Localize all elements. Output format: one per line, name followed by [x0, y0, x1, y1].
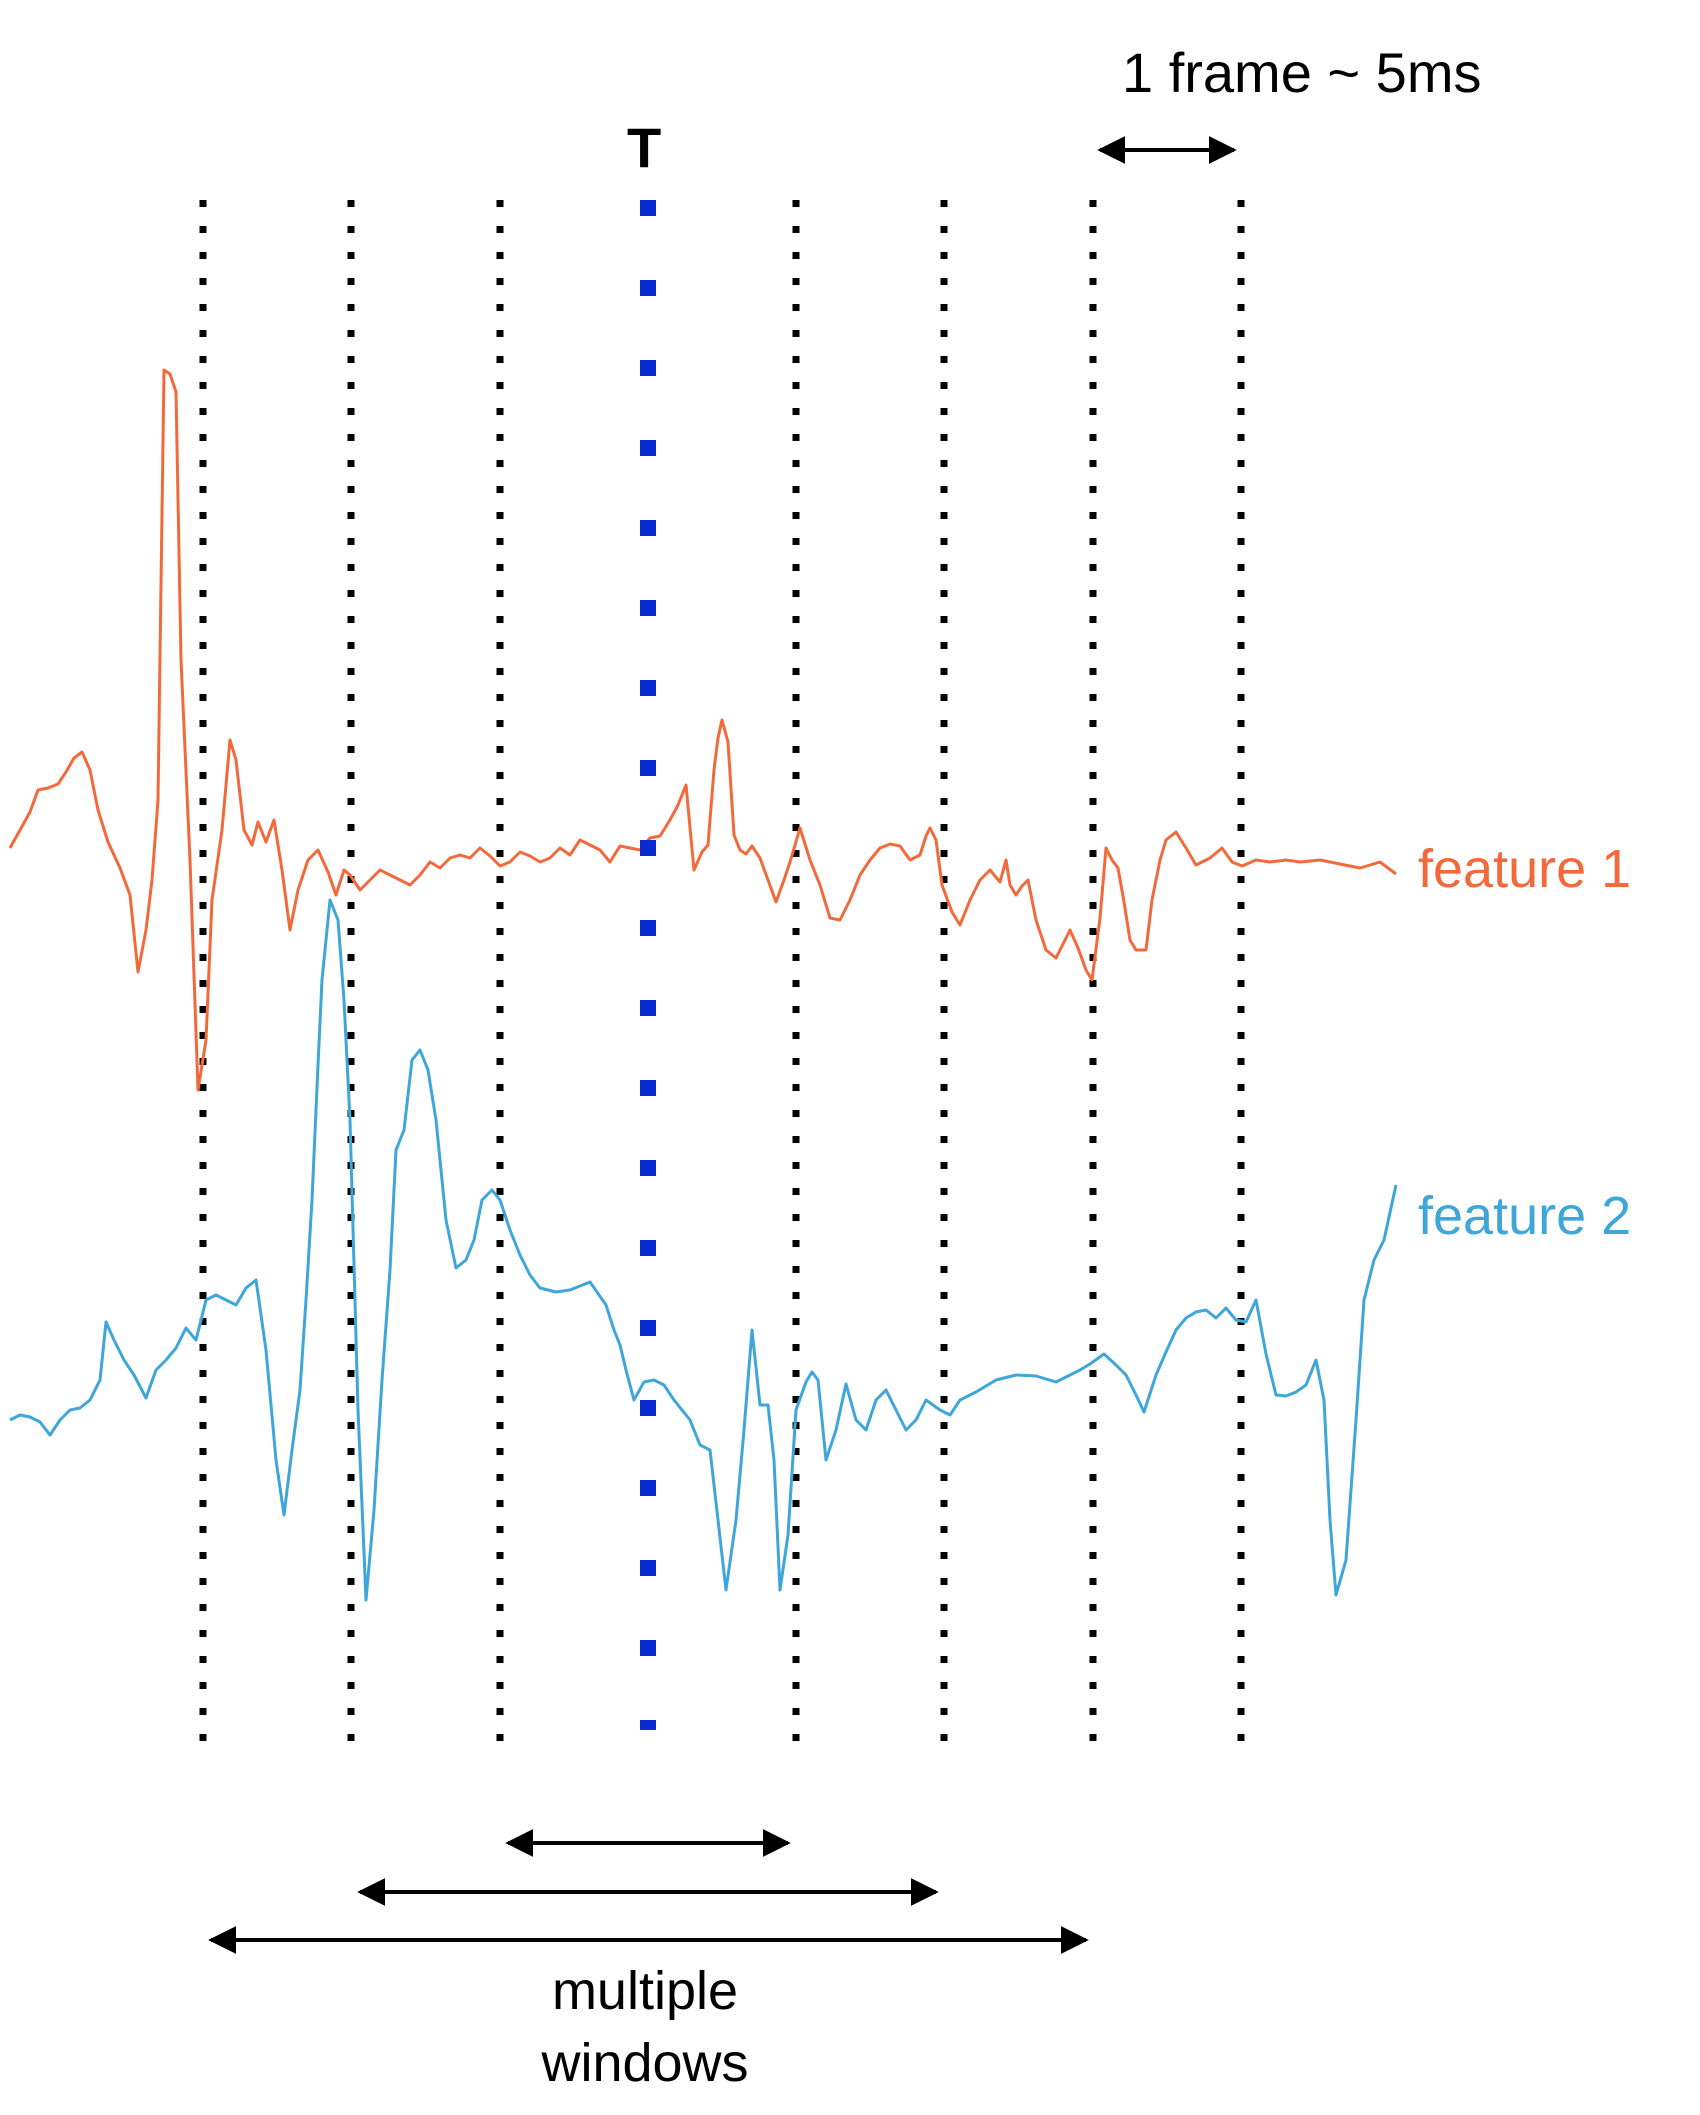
feature-1-label: feature 1: [1418, 839, 1632, 899]
multiple-windows-label: multiple windows: [480, 1955, 810, 2099]
feature-2-label: feature 2: [1418, 1186, 1632, 1246]
frame-boundary-lines: [199, 200, 1245, 1760]
t-marker-label: T: [627, 116, 662, 179]
frame-duration-label: 1 frame ~ 5ms: [1122, 41, 1482, 104]
feature-1-trace: [8, 368, 1397, 1092]
windows-label-line-1: multiple: [551, 1961, 739, 2021]
feature-2-trace: [9, 898, 1398, 1602]
windows-label-line-2: windows: [541, 2033, 749, 2093]
